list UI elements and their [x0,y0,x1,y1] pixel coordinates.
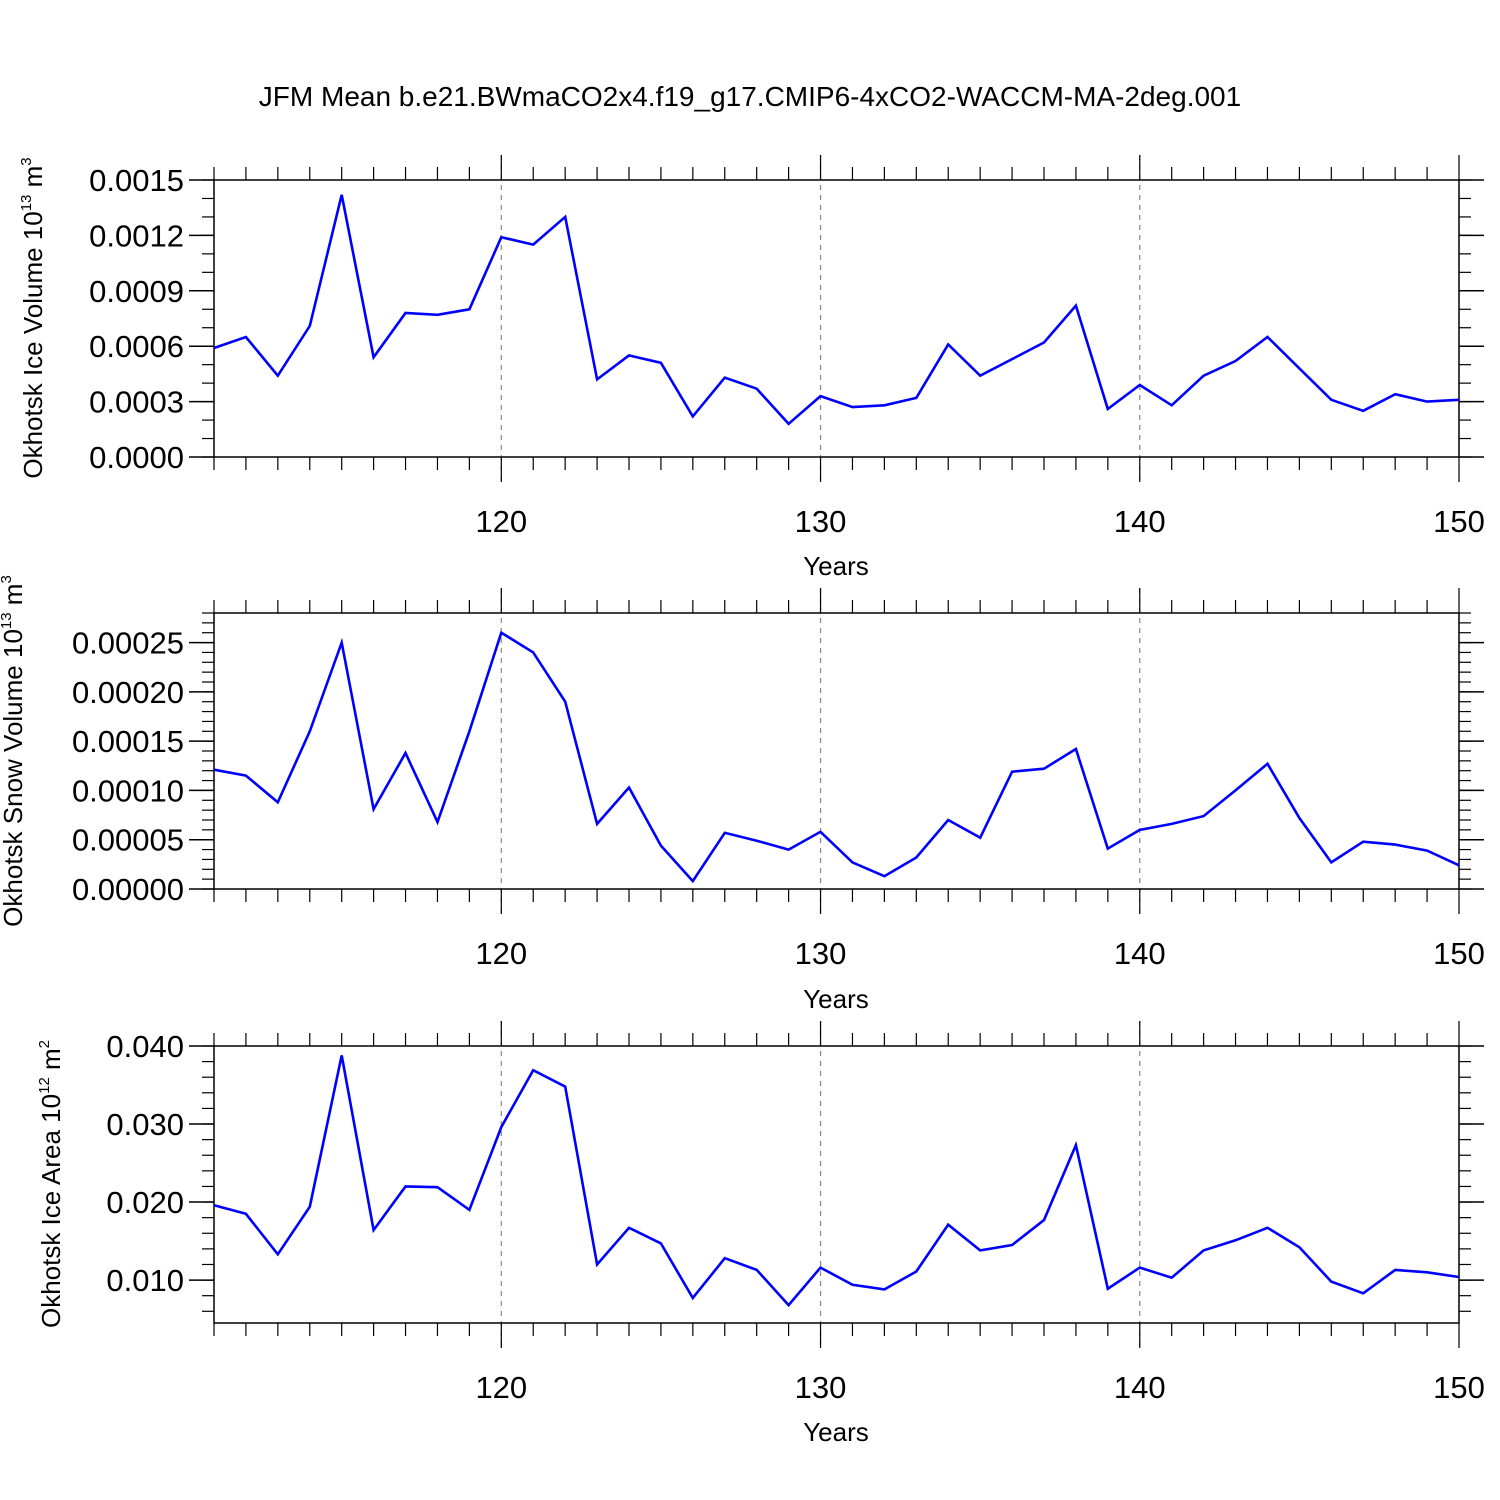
panel-ice-area: Years Okhotsk Ice Area 1012 m2 0.010 0.02… [36,1021,1485,1447]
x-axis-label: Years [803,1417,869,1447]
y-tick-label: 0.0009 [89,274,184,309]
y-tick-label: 0.020 [106,1185,184,1220]
x-tick-label: 150 [1433,1370,1485,1405]
y-tick-label: 0.030 [106,1107,184,1142]
panel-snow-volume: Years Okhotsk Snow Volume 1013 m3 0.0000… [0,575,1485,1014]
y-tick-label: 0.0006 [89,329,184,364]
x-tick-label: 140 [1114,504,1166,539]
chart-title: JFM Mean b.e21.BWmaCO2x4.f19_g17.CMIP6-4… [259,81,1241,112]
series-line [213,630,1460,884]
x-tick-label: 120 [475,1370,527,1405]
y-tick-label: 0.0012 [89,218,184,253]
y-axis-label: Okhotsk Ice Volume 1013 m3 [18,157,48,478]
series-line [213,1055,1460,1308]
y-tick-label: 0.040 [106,1029,184,1064]
x-axis-label: Years [803,984,869,1014]
y-tick-label: 0.00025 [72,626,184,661]
y-tick-label: 0.010 [106,1263,184,1298]
y-tick-label: 0.00005 [72,823,184,858]
x-tick-label: 120 [475,936,527,971]
x-tick-label: 150 [1433,504,1485,539]
x-tick-label: 130 [795,936,847,971]
panel-ice-volume: Years Okhotsk Ice Volume 1013 m3 0.0000 0… [18,155,1485,581]
x-axis-label: Years [803,551,869,581]
plot-frame [213,1045,1460,1324]
x-tick-label: 140 [1114,936,1166,971]
y-tick-label: 0.00010 [72,773,184,808]
y-tick-label: 0.0003 [89,385,184,420]
x-tick-label: 150 [1433,936,1485,971]
y-tick-label: 0.00015 [72,724,184,759]
y-tick-label: 0.0015 [89,163,184,198]
y-tick-label: 0.00020 [72,675,184,710]
x-tick-label: 140 [1114,1370,1166,1405]
y-axis-label: Okhotsk Snow Volume 1013 m3 [0,575,28,927]
y-tick-label: 0.00000 [72,872,184,907]
plot-frame [213,179,1460,458]
series-line [213,194,1460,426]
x-tick-label: 130 [795,1370,847,1405]
y-tick-label: 0.0000 [89,440,184,475]
x-tick-label: 130 [795,504,847,539]
x-tick-label: 120 [475,504,527,539]
y-axis-label: Okhotsk Ice Area 1012 m2 [36,1040,66,1328]
